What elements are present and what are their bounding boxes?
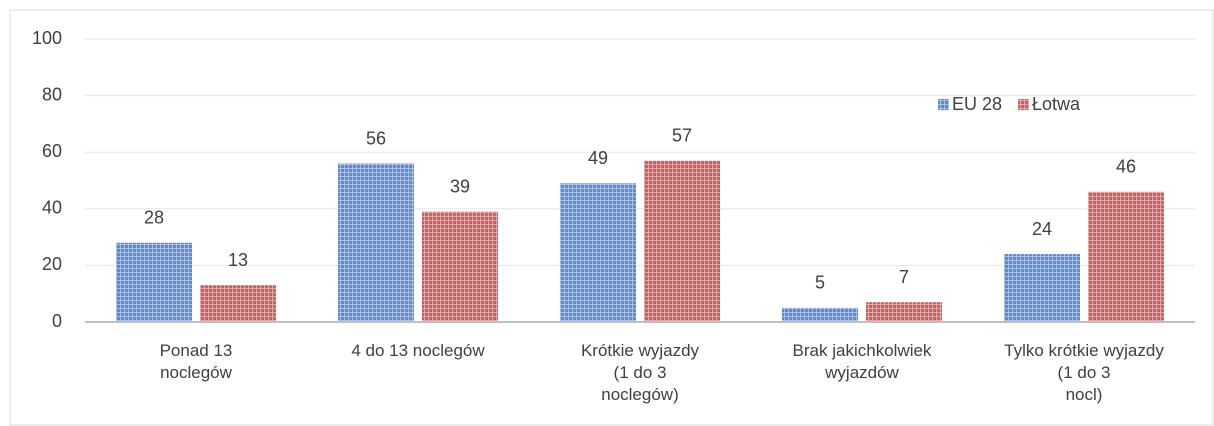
legend-swatch [1018, 99, 1030, 110]
bar [338, 163, 414, 322]
data-label: 5 [815, 273, 825, 293]
x-tick-label: Tylko krótkie wyjazdy (1 do 3 nocl) [1004, 341, 1164, 404]
bar [644, 160, 720, 322]
x-tick-label: Krótkie wyjazdy (1 do 3 noclegów) [580, 341, 700, 404]
data-label: 46 [1116, 157, 1136, 177]
data-label: 24 [1032, 219, 1052, 239]
chart-frame [9, 9, 1214, 426]
data-label: 49 [588, 148, 608, 168]
bar [422, 211, 498, 322]
data-label: 7 [899, 267, 909, 287]
bar [200, 285, 276, 322]
data-label: 28 [144, 208, 164, 228]
data-label: 13 [228, 250, 248, 270]
x-tick-label: 4 do 13 noclegów [351, 341, 485, 360]
data-label: 39 [450, 176, 470, 196]
bar [560, 183, 636, 322]
bar [782, 307, 858, 322]
bar [116, 242, 192, 322]
data-label: 56 [366, 128, 386, 148]
y-tick-label: 100 [32, 28, 62, 48]
y-tick-label: 60 [42, 141, 62, 161]
legend-label: EU 28 [952, 94, 1002, 114]
y-tick-label: 80 [42, 84, 62, 104]
data-label: 57 [672, 125, 692, 145]
y-tick-label: 0 [52, 311, 62, 331]
legend-label: Łotwa [1032, 94, 1081, 114]
bar [866, 302, 942, 322]
x-tick-label: Brak jakichkolwiek wyjazdów [792, 341, 932, 382]
y-tick-label: 40 [42, 198, 62, 218]
x-tick-label: Ponad 13 noclegów [159, 341, 233, 382]
bar [1004, 254, 1080, 322]
y-tick-label: 20 [42, 254, 62, 274]
legend-swatch [938, 99, 949, 110]
bar [1088, 191, 1164, 322]
